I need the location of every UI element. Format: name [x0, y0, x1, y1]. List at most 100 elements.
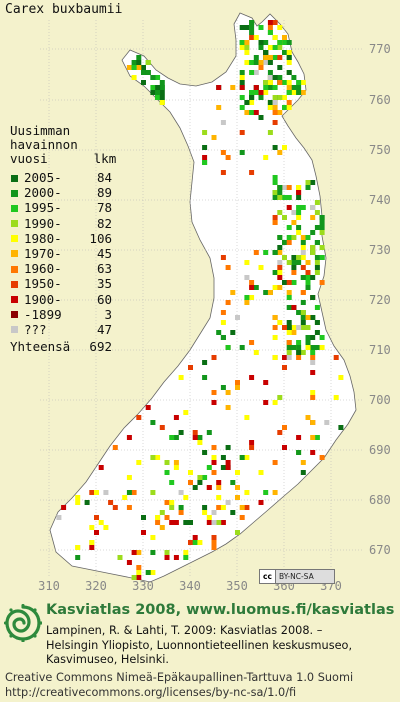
occurrence-square: [282, 240, 287, 245]
occurrence-square: [211, 390, 217, 395]
legend-item: 1990- 82: [10, 216, 112, 231]
occurrence-square: [258, 470, 264, 475]
legend-year: 2000-: [24, 185, 62, 201]
occurrence-square: [277, 285, 283, 290]
y-tick-label: 690: [369, 443, 391, 457]
occurrence-square: [267, 80, 273, 85]
occurrence-square: [310, 275, 316, 280]
occurrence-square: [272, 325, 278, 330]
x-tick-label: 360: [273, 579, 295, 590]
legend-col-count: lkm: [93, 151, 117, 166]
occurrence-square: [239, 515, 245, 520]
occurrence-square: [56, 515, 62, 520]
legend-swatch: [11, 220, 18, 228]
occurrence-square: [197, 440, 203, 445]
occurrence-square: [314, 320, 320, 325]
occurrence-square: [150, 535, 156, 540]
occurrence-square: [131, 60, 137, 65]
occurrence-square: [136, 570, 142, 575]
occurrence-square: [202, 130, 208, 135]
legend-item: 1900- 60: [10, 292, 112, 307]
license-url-link[interactable]: http://creativecommons.org/licenses/by-n…: [5, 685, 297, 699]
occurrence-square: [239, 130, 245, 135]
occurrence-square: [225, 405, 231, 410]
occurrence-square: [103, 490, 109, 495]
occurrence-square: [239, 345, 245, 350]
occurrence-square: [305, 325, 311, 330]
occurrence-square: [272, 75, 278, 80]
occurrence-square: [263, 490, 269, 495]
occurrence-square: [314, 305, 320, 310]
legend-year: -1899: [24, 306, 62, 322]
x-tick-label: 340: [179, 579, 201, 590]
occurrence-square: [249, 35, 255, 40]
legend-item: 1970- 45: [10, 246, 112, 261]
occurrence-square: [220, 505, 226, 510]
occurrence-square: [98, 520, 104, 525]
occurrence-squares: [56, 20, 344, 580]
occurrence-square: [239, 105, 245, 110]
occurrence-square: [155, 90, 161, 95]
occurrence-square: [282, 280, 287, 285]
occurrence-square: [272, 220, 278, 225]
occurrence-square: [239, 95, 245, 100]
y-tick-label: 730: [369, 243, 391, 257]
occurrence-square: [333, 395, 339, 400]
occurrence-square: [286, 330, 292, 335]
occurrence-square: [338, 375, 344, 380]
occurrence-square: [249, 100, 255, 105]
occurrence-square: [258, 40, 264, 45]
occurrence-square: [286, 355, 292, 360]
occurrence-square: [239, 75, 245, 80]
occurrence-square: [141, 80, 146, 85]
occurrence-square: [253, 35, 259, 40]
occurrence-square: [220, 335, 226, 340]
occurrence-square: [291, 90, 297, 95]
occurrence-square: [178, 510, 184, 515]
atlas-title-link[interactable]: Kasviatlas 2008, www.luomus.fi/kasviatla…: [46, 602, 395, 618]
occurrence-square: [291, 235, 297, 240]
occurrence-square: [277, 95, 283, 100]
legend-swatch: [11, 235, 18, 243]
occurrence-square: [267, 60, 273, 65]
occurrence-square: [150, 75, 156, 80]
legend-total: Yhteensä 692: [10, 339, 112, 354]
occurrence-square: [263, 250, 269, 255]
occurrence-square: [122, 495, 128, 500]
occurrence-square: [249, 170, 255, 175]
occurrence-square: [258, 265, 264, 270]
legend-swatch: [11, 280, 18, 288]
occurrence-square: [296, 450, 302, 455]
cc-license-badge[interactable]: cc BY-NC-SA: [259, 569, 335, 584]
occurrence-square: [202, 160, 208, 165]
occurrence-square: [314, 260, 320, 265]
y-tick-label: 770: [369, 42, 391, 56]
occurrence-square: [296, 260, 302, 265]
occurrence-square: [178, 490, 184, 495]
occurrence-square: [206, 520, 212, 525]
legend-item: 1995- 78: [10, 200, 112, 215]
occurrence-square: [286, 340, 292, 345]
legend-total-count: 692: [89, 339, 112, 355]
occurrence-square: [310, 215, 316, 220]
x-tick-label: 370: [320, 579, 342, 590]
occurrence-square: [291, 345, 297, 350]
y-tick-label: 680: [369, 493, 391, 507]
occurrence-square: [150, 550, 156, 555]
occurrence-square: [216, 485, 222, 490]
occurrence-square: [131, 550, 137, 555]
occurrence-square: [263, 400, 269, 405]
occurrence-square: [239, 40, 245, 45]
occurrence-square: [286, 305, 292, 310]
occurrence-square: [145, 405, 151, 410]
occurrence-square: [277, 45, 283, 50]
occurrence-square: [239, 455, 245, 460]
occurrence-square: [131, 65, 137, 70]
occurrence-square: [272, 250, 278, 255]
occurrence-square: [244, 275, 250, 280]
occurrence-square: [235, 530, 240, 535]
occurrence-square: [272, 400, 278, 405]
occurrence-square: [272, 180, 278, 185]
occurrence-square: [296, 185, 302, 190]
occurrence-square: [202, 450, 208, 455]
